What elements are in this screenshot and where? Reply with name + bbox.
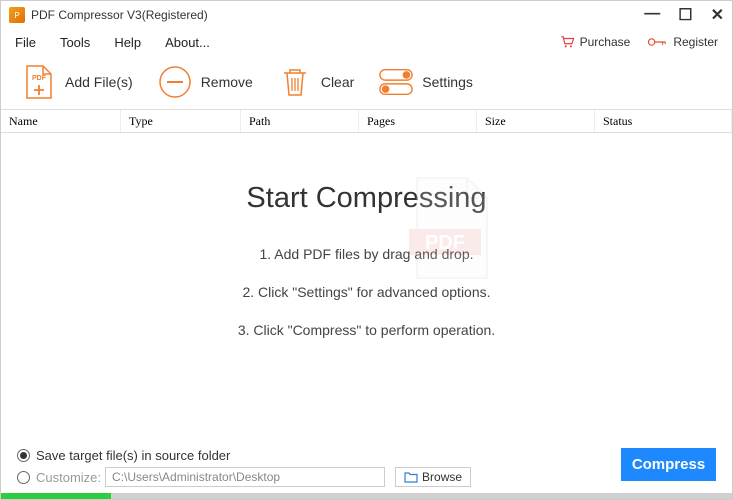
col-type[interactable]: Type <box>121 110 241 132</box>
remove-label: Remove <box>201 74 253 90</box>
col-name[interactable]: Name <box>1 110 121 132</box>
maximize-button[interactable]: ☐ <box>678 5 692 25</box>
clear-label: Clear <box>321 74 354 90</box>
col-pages[interactable]: Pages <box>359 110 477 132</box>
add-file-icon: PDF <box>21 64 57 100</box>
svg-text:PDF: PDF <box>32 75 47 82</box>
menubar: File Tools Help About... Purchase Regist… <box>1 29 732 55</box>
customize-option[interactable]: Customize: Browse <box>17 467 716 487</box>
browse-label: Browse <box>422 470 462 484</box>
compress-label: Compress <box>632 456 705 473</box>
register-label: Register <box>673 35 718 49</box>
progress-fill <box>1 493 111 499</box>
browse-button[interactable]: Browse <box>395 467 471 487</box>
cart-icon <box>560 35 575 49</box>
toolbar: PDF Add File(s) Remove Clear Settings <box>1 55 732 109</box>
titlebar: P PDF Compressor V3(Registered) — ☐ ✕ <box>1 1 732 29</box>
trash-icon <box>277 64 313 100</box>
remove-icon <box>157 64 193 100</box>
add-files-button[interactable]: PDF Add File(s) <box>15 60 139 104</box>
output-options: Save target file(s) in source folder Cus… <box>1 444 732 499</box>
menu-about[interactable]: About... <box>165 35 210 50</box>
purchase-label: Purchase <box>580 35 631 49</box>
compress-button[interactable]: Compress <box>621 448 716 481</box>
add-files-label: Add File(s) <box>65 74 133 90</box>
settings-toggle-icon <box>378 64 414 100</box>
settings-label: Settings <box>422 74 473 90</box>
save-in-source-label: Save target file(s) in source folder <box>36 448 230 463</box>
col-status[interactable]: Status <box>595 110 732 132</box>
register-button[interactable]: Register <box>648 35 718 49</box>
close-button[interactable]: ✕ <box>711 5 724 25</box>
customize-label: Customize: <box>36 470 101 485</box>
table-header: Name Type Path Pages Size Status <box>1 109 732 133</box>
save-in-source-option[interactable]: Save target file(s) in source folder <box>17 448 716 463</box>
window-controls: — ☐ ✕ <box>644 5 724 25</box>
output-path-input[interactable] <box>105 467 385 487</box>
window-title: PDF Compressor V3(Registered) <box>31 8 208 22</box>
menu-tools[interactable]: Tools <box>60 35 90 50</box>
menu-file[interactable]: File <box>15 35 36 50</box>
col-size[interactable]: Size <box>477 110 595 132</box>
progress-bar <box>1 493 732 499</box>
step-3: 3. Click "Compress" to perform operation… <box>238 322 495 338</box>
folder-icon <box>404 471 418 483</box>
clear-button[interactable]: Clear <box>271 60 360 104</box>
main-heading: Start Compressing <box>246 182 486 215</box>
key-icon <box>648 37 668 47</box>
menu-help[interactable]: Help <box>114 35 141 50</box>
radio-source[interactable] <box>17 449 30 462</box>
purchase-button[interactable]: Purchase <box>560 35 631 49</box>
remove-button[interactable]: Remove <box>151 60 259 104</box>
drop-zone[interactable]: PDF Start Compressing 1. Add PDF files b… <box>1 133 732 397</box>
radio-customize[interactable] <box>17 471 30 484</box>
step-2: 2. Click "Settings" for advanced options… <box>242 284 490 300</box>
step-1: 1. Add PDF files by drag and drop. <box>259 246 473 262</box>
app-icon: P <box>9 7 25 23</box>
minimize-button[interactable]: — <box>644 5 660 25</box>
settings-button[interactable]: Settings <box>372 60 479 104</box>
col-path[interactable]: Path <box>241 110 359 132</box>
